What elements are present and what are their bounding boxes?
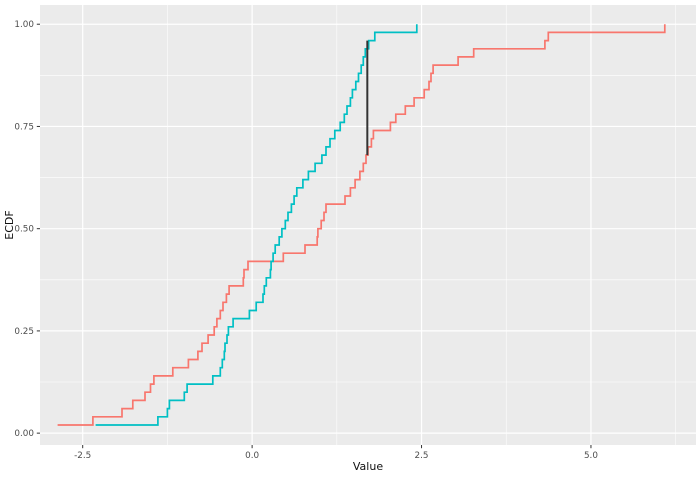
x-axis-tick-label: 5.0	[584, 451, 598, 461]
grid-minor	[40, 5, 696, 445]
sample-2-cyan-ecdf-line	[95, 24, 418, 426]
x-axis-tick-label: 0.0	[245, 451, 259, 461]
y-axis-tick-label: 0.00	[14, 429, 34, 439]
x-axis-tick-label: -2.5	[74, 451, 91, 461]
grid-major	[40, 5, 696, 445]
y-axis-tick-label: 1.00	[14, 20, 34, 30]
x-axis-tick-labels: -2.5 0.0 2.5 5.0	[74, 451, 598, 461]
sample-1-red-ecdf-line	[57, 24, 666, 426]
y-axis-tick-labels: 0.00 0.25 0.50 0.75 1.00	[14, 20, 34, 439]
y-axis-title: ECDF	[3, 210, 16, 239]
y-axis-tick-label: 0.25	[14, 327, 34, 337]
y-axis-tick-label: 0.50	[14, 225, 34, 235]
y-axis-tick-label: 0.75	[14, 122, 34, 132]
axis-tick-marks	[36, 23, 592, 449]
ecdf-series	[57, 24, 666, 426]
x-axis-title: Value	[353, 460, 383, 473]
x-axis-tick-label: 2.5	[415, 451, 429, 461]
